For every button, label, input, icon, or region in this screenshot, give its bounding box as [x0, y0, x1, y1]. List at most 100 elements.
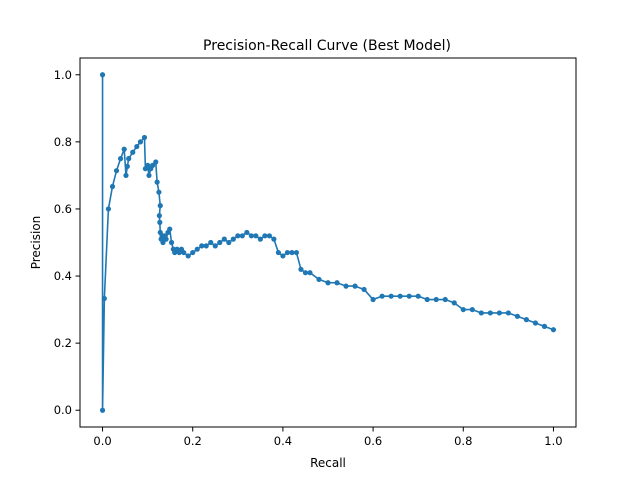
data-point — [157, 203, 163, 209]
data-point — [150, 162, 156, 168]
data-point — [185, 253, 191, 259]
x-tick-label: 1.0 — [544, 434, 562, 448]
data-point — [275, 249, 281, 256]
data-point — [101, 295, 107, 302]
data-point — [298, 266, 304, 272]
data-point — [415, 293, 421, 299]
data-point — [284, 249, 291, 256]
data-point — [406, 293, 412, 299]
data-point — [343, 283, 349, 289]
data-point — [361, 286, 367, 293]
chart-title: Precision-Recall Curve (Best Model) — [203, 38, 451, 54]
plot-area — [79, 57, 577, 428]
y-axis-label: Precision — [29, 216, 43, 270]
data-point — [167, 226, 173, 232]
data-point — [379, 293, 385, 299]
data-point — [325, 280, 331, 286]
data-point — [550, 327, 557, 333]
x-tick-label: 0.6 — [364, 434, 382, 448]
data-point — [203, 243, 209, 249]
data-point — [424, 296, 430, 303]
data-point — [141, 134, 148, 141]
data-point — [532, 320, 539, 326]
data-point — [487, 310, 493, 316]
data-point — [316, 276, 322, 282]
data-point — [137, 139, 144, 145]
data-point — [307, 270, 313, 276]
data-point — [109, 183, 116, 190]
data-point — [163, 236, 169, 242]
data-point — [293, 249, 300, 256]
x-tick-label: 0.0 — [93, 434, 111, 448]
data-point — [124, 163, 130, 169]
data-point — [244, 229, 250, 236]
data-point — [121, 146, 127, 152]
data-point — [523, 317, 530, 323]
data-point — [99, 407, 106, 413]
data-point — [230, 236, 236, 242]
data-point — [505, 310, 511, 316]
data-point — [334, 280, 340, 286]
data-point — [302, 270, 309, 276]
data-point — [194, 246, 200, 252]
y-tick-label: 0.6 — [54, 202, 72, 216]
data-point — [123, 172, 129, 179]
y-tick-label: 0.8 — [54, 135, 72, 149]
data-point — [157, 219, 163, 225]
data-point — [105, 206, 112, 212]
data-point — [496, 310, 502, 316]
x-tick-label: 0.8 — [454, 434, 472, 448]
x-tick-label: 0.2 — [184, 434, 202, 448]
y-tick-label: 0.4 — [54, 269, 72, 283]
data-point — [113, 168, 120, 174]
data-point — [160, 239, 166, 246]
data-point — [126, 156, 132, 162]
data-point — [262, 233, 268, 239]
data-point — [208, 239, 214, 246]
y-tick-label: 0.2 — [54, 336, 72, 350]
data-point — [352, 283, 358, 289]
data-point — [99, 72, 106, 78]
data-point — [248, 233, 254, 239]
data-point — [156, 213, 162, 219]
data-point — [235, 233, 241, 239]
data-point — [199, 243, 205, 249]
data-point — [217, 239, 223, 246]
data-point — [514, 313, 520, 319]
data-point — [397, 293, 403, 299]
data-point — [134, 143, 140, 150]
data-point — [460, 306, 466, 313]
data-point — [253, 233, 259, 239]
data-point — [156, 189, 162, 195]
data-point — [154, 179, 160, 185]
data-point — [478, 310, 484, 316]
data-point — [289, 249, 295, 256]
data-point — [388, 293, 394, 299]
data-point — [168, 239, 175, 246]
data-point — [146, 172, 152, 179]
x-axis: 0.0 0.2 0.4 0.6 0.8 1.0 — [93, 427, 563, 448]
data-point — [226, 239, 232, 246]
data-point — [469, 306, 475, 313]
pr-series — [99, 72, 557, 413]
y-tick-label: 0.0 — [54, 403, 72, 417]
data-point — [212, 243, 218, 249]
data-point — [190, 249, 196, 256]
y-tick-label: 1.0 — [54, 68, 72, 82]
data-point — [442, 296, 448, 303]
data-point — [181, 249, 187, 256]
y-axis: 0.0 0.2 0.4 0.6 0.8 1.0 — [54, 68, 80, 417]
data-point — [271, 236, 277, 242]
data-point — [130, 149, 136, 155]
data-point — [145, 162, 151, 168]
data-point — [370, 296, 376, 303]
data-point — [117, 156, 124, 162]
x-axis-label: Recall — [310, 456, 346, 470]
x-tick-label: 0.4 — [274, 434, 292, 448]
data-point — [221, 236, 227, 242]
data-point — [266, 233, 272, 239]
data-point — [451, 300, 457, 306]
data-point — [257, 236, 263, 242]
data-point — [153, 159, 159, 165]
